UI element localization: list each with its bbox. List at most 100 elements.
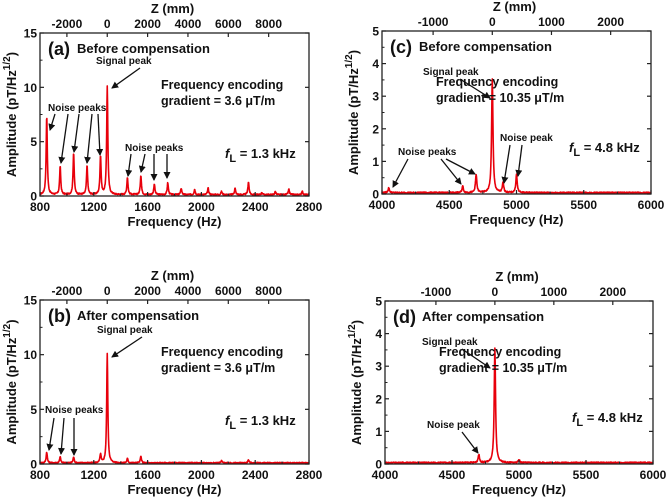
annotation-arrow — [125, 153, 133, 177]
y-tick-label: 15 — [24, 27, 38, 41]
x-tick-label: 5000 — [506, 468, 533, 482]
signal-peak-label: Signal peak — [423, 67, 479, 78]
panel-b: 800 1200 1600 2000 2400 2800 0 5 10 15 -2000 0 2000 4… — [2, 268, 323, 497]
info-line-1: Frequency encoding — [161, 78, 283, 92]
y-axis-title-main: Amplitude (pT/Hz — [4, 337, 19, 444]
plot-frame — [381, 30, 652, 195]
annotation-arrow — [501, 144, 511, 184]
y-tick-label: 5 — [30, 135, 37, 149]
annotation-arrow — [46, 417, 55, 451]
panel-d: 4000 4500 5000 5500 6000 0 1 2 3 4 5 -1000 0 1000 2000… — [347, 269, 667, 497]
y-tick-label: 3 — [372, 90, 379, 104]
y-tick-label: 2 — [375, 392, 382, 406]
x-axis-title: Frequency (Hz) — [470, 212, 564, 227]
y-tick-label: 5 — [30, 403, 37, 417]
larmor-frequency: fL = 1.3 kHz — [225, 413, 296, 432]
info-line-1: Frequency encoding — [439, 345, 561, 359]
noise-peak-label: Noise peak — [427, 420, 480, 431]
y-tick-label: 5 — [372, 25, 379, 39]
top-tick-label: 8000 — [255, 17, 282, 31]
annotation-arrow — [440, 158, 462, 185]
top-tick-label: -1000 — [421, 285, 452, 299]
annotation-arrow — [71, 113, 80, 153]
panel-title: After compensation — [77, 308, 199, 323]
noise-peak-label: Noise peak — [500, 133, 553, 144]
x-tick-label: 4000 — [372, 468, 399, 482]
y-axis-title: Amplitude (pT/Hz1/2) — [2, 52, 19, 177]
y-tick-label: 1 — [372, 155, 379, 169]
y-tick-label: 0 — [372, 188, 379, 202]
fl-subscript: L — [573, 147, 580, 159]
x-tick-label: 1200 — [80, 200, 107, 214]
y-axis-title: Amplitude (pT/Hz1/2) — [344, 50, 361, 175]
top-tick-label: -1000 — [418, 15, 449, 29]
signal-peak-label: Signal peak — [422, 337, 478, 348]
top-tick-label: 2000 — [597, 15, 624, 29]
top-tick-label: 4000 — [175, 17, 202, 31]
plot-frame — [39, 32, 310, 197]
panel-title: After compensation — [422, 309, 544, 324]
panel-c: 4000 4500 5000 5500 6000 0 1 2 3 4 5 -1000 0 1000 2000… — [344, 0, 665, 227]
x-tick-label: 6000 — [638, 198, 665, 212]
larmor-frequency: fL = 1.3 kHz — [225, 146, 296, 165]
x-tick-label: 6000 — [640, 468, 667, 482]
annotation-arrow — [58, 113, 69, 164]
x-axis-title: Frequency (Hz) — [472, 482, 566, 497]
fl-value: = 1.3 kHz — [236, 146, 296, 161]
annotation-arrow — [58, 417, 65, 455]
top-tick-label: -2000 — [52, 17, 83, 31]
fl-symbol: f — [569, 140, 575, 155]
top-axis-title: Z (mm) — [151, 1, 194, 16]
y-tick-label: 0 — [375, 458, 382, 472]
y-tick-label: 3 — [375, 360, 382, 374]
annotation-arrow — [111, 67, 141, 89]
y-tick-label: 15 — [24, 294, 38, 308]
top-tick-label: 0 — [104, 284, 111, 298]
y-axis-title-close: ) — [4, 52, 19, 56]
y-axis-title: Amplitude (pT/Hz1/2) — [347, 320, 364, 445]
annotation-arrow — [445, 158, 476, 175]
x-axis-title: Frequency (Hz) — [128, 214, 222, 229]
annotation-arrow — [461, 348, 491, 369]
fl-symbol: f — [572, 410, 578, 425]
annotation-arrow — [459, 78, 491, 99]
top-tick-label: -2000 — [52, 284, 83, 298]
larmor-frequency: fL = 4.8 kHz — [569, 140, 640, 159]
top-tick-label: 2000 — [134, 17, 161, 31]
panel-title: Before compensation — [77, 41, 210, 56]
panel-letter: (b) — [48, 306, 71, 326]
x-tick-label: 2800 — [296, 468, 323, 482]
x-tick-label: 1200 — [80, 468, 107, 482]
y-axis-title-main: Amplitude (pT/Hz — [346, 68, 361, 175]
noise-peaks-label-2: Noise peaks — [125, 143, 184, 154]
y-tick-label: 10 — [24, 348, 38, 362]
info-line-2: gradient = 3.6 μT/m — [161, 361, 275, 375]
top-tick-label: 6000 — [215, 284, 242, 298]
info-line-1: Frequency encoding — [436, 75, 558, 89]
x-tick-label: 4000 — [369, 198, 396, 212]
y-tick-label: 4 — [372, 57, 379, 71]
y-axis-title-sup: 1/2 — [2, 56, 13, 70]
panel-letter: (c) — [390, 37, 412, 57]
signal-peak-label: Signal peak — [97, 325, 153, 336]
annotation-arrow — [138, 153, 146, 173]
y-tick-label: 0 — [30, 458, 37, 472]
y-tick-label: 1 — [375, 425, 382, 439]
y-axis-title-sup: 1/2 — [344, 54, 355, 68]
spectrum-line — [384, 347, 654, 465]
annotation-arrow — [515, 144, 523, 177]
fl-subscript: L — [229, 420, 236, 432]
info-line-2: gradient = 3.6 μT/m — [161, 94, 275, 108]
x-tick-label: 2000 — [188, 200, 215, 214]
y-axis-title-sup: 1/2 — [2, 323, 13, 337]
y-axis-title-sup: 1/2 — [347, 324, 358, 338]
signal-peak-label: Signal peak — [96, 56, 152, 67]
fl-subscript: L — [576, 417, 583, 429]
larmor-frequency: fL = 4.8 kHz — [572, 410, 643, 429]
y-tick-label: 0 — [30, 190, 37, 204]
annotation-arrow — [84, 113, 93, 164]
x-tick-label: 800 — [30, 468, 50, 482]
top-tick-label: 2000 — [134, 284, 161, 298]
panel-letter: (a) — [48, 39, 70, 59]
x-tick-label: 2400 — [242, 200, 269, 214]
